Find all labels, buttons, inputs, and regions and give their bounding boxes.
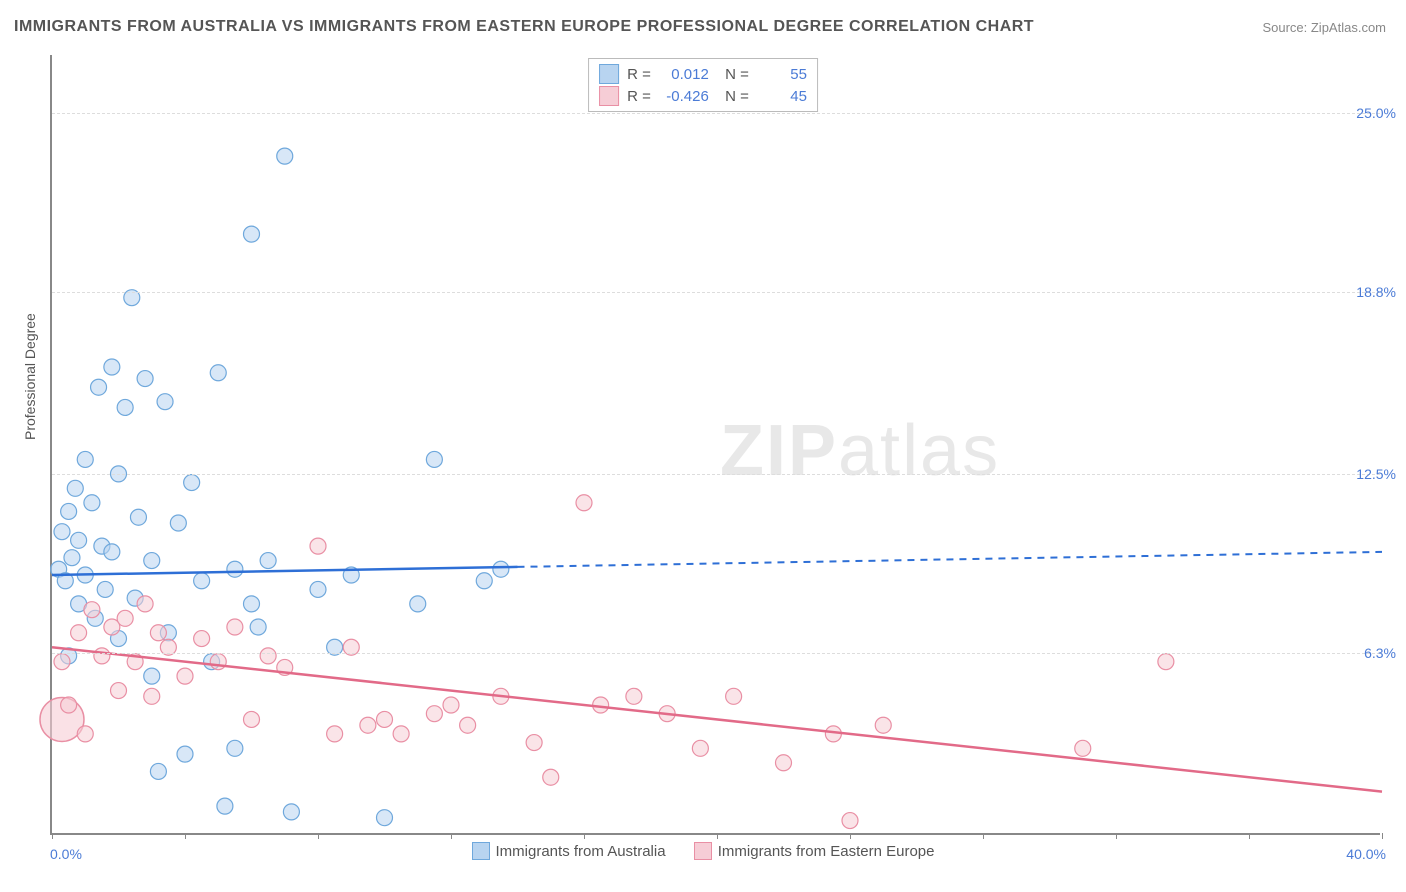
- r-value-australia: 0.012: [659, 66, 709, 83]
- stats-legend: R = 0.012 N = 55 R = -0.426 N = 45: [588, 58, 818, 112]
- y-tick-label: 18.8%: [1356, 284, 1396, 300]
- swatch-australia: [599, 64, 619, 84]
- y-axis-label: Professional Degree: [22, 313, 38, 440]
- y-tick-label: 25.0%: [1356, 105, 1396, 121]
- n-label: N =: [717, 88, 749, 105]
- n-value-australia: 55: [757, 66, 807, 83]
- series-legend: Immigrants from Australia Immigrants fro…: [0, 842, 1406, 864]
- chart-title: IMMIGRANTS FROM AUSTRALIA VS IMMIGRANTS …: [14, 18, 1034, 36]
- legend-item-eastern-europe: Immigrants from Eastern Europe: [694, 842, 935, 860]
- chart-svg: [52, 55, 1380, 833]
- r-label: R =: [627, 66, 651, 83]
- swatch-eastern-europe: [599, 86, 619, 106]
- plot-area: [50, 55, 1380, 835]
- y-tick-label: 12.5%: [1356, 466, 1396, 482]
- n-value-eastern-europe: 45: [757, 88, 807, 105]
- r-value-eastern-europe: -0.426: [659, 88, 709, 105]
- stats-row-australia: R = 0.012 N = 55: [599, 63, 807, 85]
- legend-swatch-eastern-europe: [694, 842, 712, 860]
- n-label: N =: [717, 66, 749, 83]
- stats-row-eastern-europe: R = -0.426 N = 45: [599, 85, 807, 107]
- source-label: Source: ZipAtlas.com: [1262, 20, 1386, 35]
- legend-item-australia: Immigrants from Australia: [472, 842, 666, 860]
- r-label: R =: [627, 88, 651, 105]
- legend-label-eastern-europe: Immigrants from Eastern Europe: [718, 843, 935, 860]
- y-tick-label: 6.3%: [1364, 645, 1396, 661]
- legend-label-australia: Immigrants from Australia: [496, 843, 666, 860]
- legend-swatch-australia: [472, 842, 490, 860]
